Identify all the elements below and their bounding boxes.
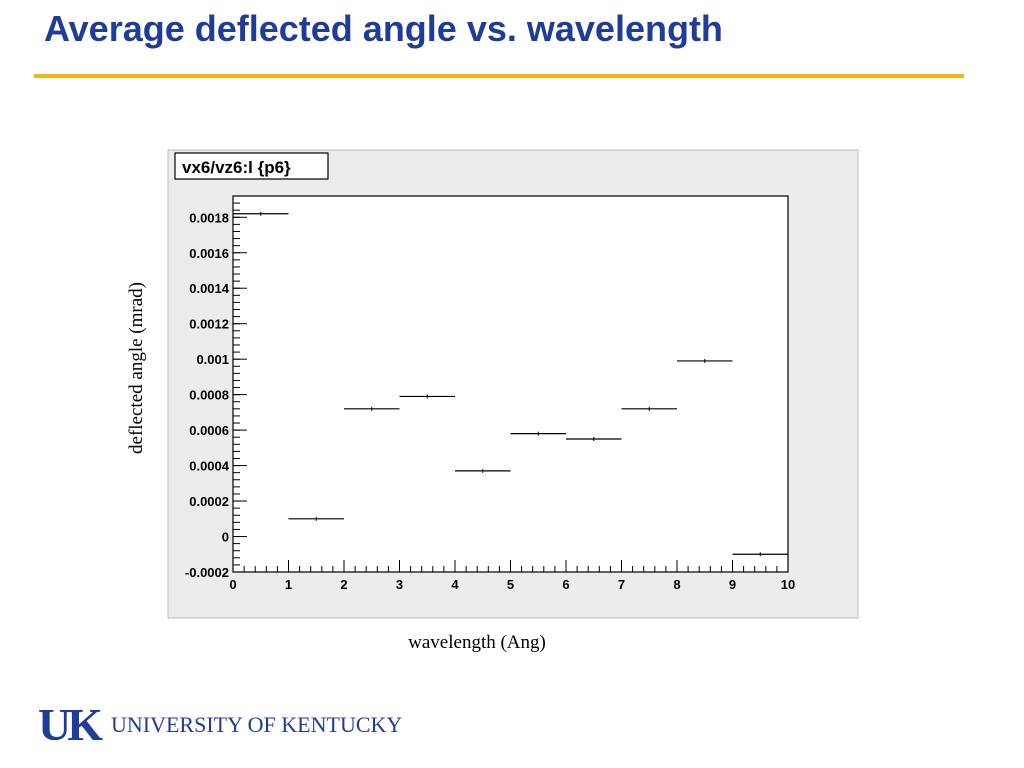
y-axis: -0.0002 0 0.0002 0.0004 0.0006 0.0008 0.001 0.0…	[185, 195, 247, 580]
x-tick-label: 7	[618, 577, 625, 592]
x-tick-label: 0	[229, 577, 236, 592]
x-tick-label: 5	[507, 577, 514, 592]
title-rule	[34, 74, 964, 78]
x-axis-label: wavelength (Ang)	[408, 632, 546, 653]
y-tick-label: 0	[222, 530, 229, 545]
x-tick-label: 6	[562, 577, 569, 592]
x-axis: 0 1 2 3 4 5 6 7 8 9 10	[229, 560, 795, 592]
chart-title: vx6/vz6:l {p6}	[182, 158, 291, 177]
x-tick-label: 9	[729, 577, 736, 592]
university-logo: UK UNIVERSITY OF KENTUCKY	[38, 700, 402, 750]
uk-logo-mark: UK	[38, 699, 103, 750]
y-axis-label: deflected angle (mrad)	[126, 282, 147, 454]
x-tick-label: 8	[673, 577, 680, 592]
y-tick-label: 0.0018	[189, 210, 229, 225]
histogram-bins	[233, 211, 788, 557]
y-tick-label: 0.0008	[189, 388, 229, 403]
y-tick-label: 0.0014	[189, 281, 230, 296]
slide-title: Average deflected angle vs. wavelength	[44, 8, 723, 49]
y-tick-label: 0.0006	[189, 423, 229, 438]
plot-frame	[232, 195, 789, 573]
y-tick-label: 0.0002	[189, 494, 229, 509]
chart-title-frame	[174, 152, 329, 180]
x-tick-label: 3	[396, 577, 403, 592]
x-tick-label: 1	[285, 577, 292, 592]
chart-title-box: vx6/vz6:l {p6}	[174, 152, 329, 180]
y-tick-label: 0.001	[196, 352, 229, 367]
y-tick-label: 0.0004	[189, 459, 230, 474]
y-tick-label: 0.0012	[189, 317, 229, 332]
x-tick-label: 10	[781, 577, 795, 592]
y-tick-label: 0.0016	[189, 246, 229, 261]
university-name: UNIVERSITY OF KENTUCKY	[111, 712, 403, 737]
x-tick-label: 2	[340, 577, 347, 592]
y-tick-label: -0.0002	[185, 565, 229, 580]
x-tick-label: 4	[451, 577, 459, 592]
